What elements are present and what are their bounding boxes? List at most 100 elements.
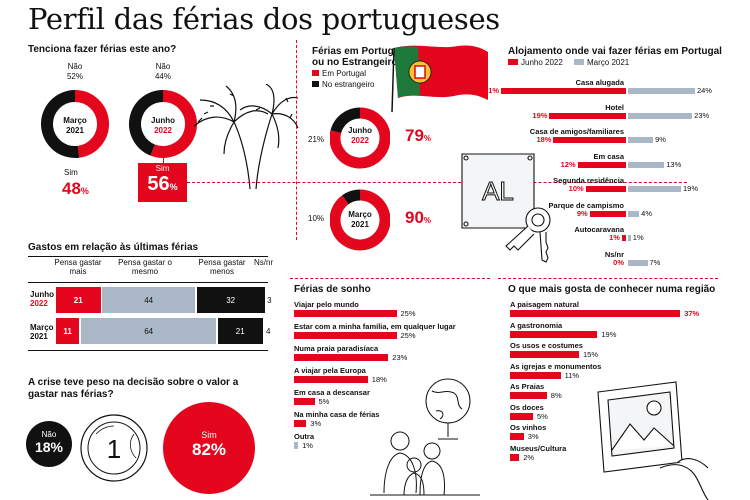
abroad-march-center-2: 2021 — [351, 220, 369, 229]
region-bar — [510, 412, 533, 420]
region-bar — [510, 392, 547, 399]
lodging-value-2022: 10% — [568, 184, 584, 193]
intend-june-no-value: 44% — [154, 72, 171, 81]
spend-bar-segment: 3 — [266, 287, 273, 313]
lodging-value-2021: 19% — [683, 184, 699, 193]
lodging-bar-2021 — [628, 210, 640, 217]
region-value: 11% — [564, 370, 580, 380]
spend-col-same: Pensa gastar o mesmo — [118, 258, 172, 276]
dream-value: 5% — [318, 397, 330, 406]
intend-march-no-label: Não — [67, 62, 83, 71]
region-top-rule — [498, 278, 718, 279]
dream-bar — [294, 442, 299, 449]
lodging-category-label: Segunda residência — [553, 176, 624, 185]
region-category-label: As igrejas e monumentos — [510, 361, 602, 371]
crisis-yes-value: 82% — [191, 440, 227, 459]
lodging-bar-2022 — [589, 210, 626, 217]
lodging-bar-2021 — [628, 88, 695, 94]
abroad-march-pt-value: 90% — [405, 208, 432, 227]
donut-segment-yes — [150, 90, 197, 158]
spend-title: Gastos em relação às últimas férias — [28, 242, 199, 253]
legend-swatch-portugal — [312, 70, 319, 76]
region-value: 8% — [550, 391, 562, 400]
spend-bar-segment: 21 — [218, 318, 263, 344]
donut-segment-yes — [74, 90, 109, 158]
dream-bar — [294, 420, 307, 427]
lodging-bar-2022 — [553, 137, 626, 143]
spend-row2-label2: 2021 — [30, 332, 48, 341]
spend-bar-segment: 32 — [196, 287, 265, 313]
lodging-value-2022: 9% — [576, 208, 588, 218]
region-value: 19% — [601, 329, 617, 339]
lodging-value-2021: 24% — [696, 86, 712, 95]
intend-june-pointer — [163, 148, 164, 163]
dream-bar — [294, 354, 389, 361]
abroad-question-line2: ou no Estrangeiro? — [312, 57, 404, 68]
intend-june-yes-label: Sim — [155, 164, 170, 173]
lodging-value-2022: 31% — [484, 86, 500, 95]
spend-bottom-rule — [28, 350, 268, 351]
dream-value: 1% — [302, 441, 313, 450]
abroad-june-pt-value: 79% — [405, 126, 432, 145]
intend-march-center-1: Março — [63, 116, 87, 125]
intend-march-yes-value: 48% — [62, 179, 89, 198]
spend-row2-label1: Março — [30, 323, 54, 332]
intend-june-yes-value: 56% — [147, 173, 178, 195]
portugal-flag-icon — [391, 45, 488, 112]
dream-category-label: A viajar pela Europa — [294, 366, 366, 375]
lodging-value-2021: 7% — [649, 257, 661, 267]
region-bar — [510, 433, 524, 440]
region-value: 37% — [684, 309, 700, 318]
region-bar — [510, 330, 598, 338]
lodging-bar-2021 — [628, 259, 648, 266]
dream-bar — [294, 310, 397, 317]
region-value: 2% — [523, 452, 535, 462]
donut-segment-no — [129, 90, 164, 156]
spend-bar-segment: 21 — [56, 287, 101, 313]
lodging-bar-2022 — [549, 112, 626, 119]
intend-march-yes-label: Sim — [64, 168, 78, 177]
spend-bar-segment: 11 — [56, 318, 80, 344]
crisis-no-label: Não — [41, 430, 57, 439]
spend-bar-segment: 4 — [264, 318, 273, 344]
spend-col-less: Pensa gastar menos — [198, 258, 246, 276]
lodging-category-label: Parque de campismo — [548, 200, 624, 210]
abroad-question-line1: Férias em Portugal — [312, 46, 403, 57]
lodging-category-label: Ns/nr — [604, 249, 624, 259]
dream-bar — [294, 332, 397, 339]
palm-trees-illustration — [193, 84, 299, 190]
page-title: Perfil das férias dos portugueses — [28, 2, 500, 36]
dream-title: Férias de sonho — [294, 284, 371, 295]
region-category-label: Os usos e costumes — [510, 341, 583, 350]
abroad-donut-june — [330, 107, 390, 169]
lodging-value-2022: 18% — [536, 135, 552, 144]
dream-bar — [294, 376, 368, 383]
region-value: 3% — [527, 432, 539, 441]
dream-category-label: Em casa a descansar — [294, 388, 370, 397]
dream-value: 25% — [400, 331, 416, 340]
lodging-value-2022: 12% — [560, 159, 576, 169]
abroad-donuts — [330, 107, 390, 251]
lodging-bar-2021 — [628, 186, 681, 192]
donut-segment-abroad — [330, 107, 361, 134]
lodging-category-label: Em casa — [593, 151, 624, 161]
lodging-value-2021: 9% — [655, 135, 666, 144]
lodging-category-label: Hotel — [605, 102, 624, 112]
lodging-bar-2021 — [628, 137, 654, 143]
lodging-value-2022: 0% — [613, 257, 624, 267]
abroad-june-value: 21% — [308, 135, 325, 144]
divider-vertical — [296, 40, 297, 240]
lodging-bar-2022 — [585, 186, 626, 192]
dream-category-label: Outra — [294, 432, 315, 441]
abroad-march-value: 10% — [308, 214, 325, 223]
legend-swatch-2022 — [508, 59, 518, 65]
intend-donut-june — [129, 90, 197, 158]
region-category-label: Os vinhos — [510, 423, 547, 432]
intend-june-yes-box: Sim 56% — [138, 163, 187, 202]
crisis-yes-circle: Sim 82% — [163, 402, 255, 494]
donut-segment-abroad — [342, 189, 361, 205]
lodging-bar-2022 — [621, 235, 626, 241]
abroad-march-center-1: Março — [348, 210, 372, 219]
intend-june-center-2: 2022 — [154, 126, 172, 135]
crisis-yes-label: Sim — [201, 430, 217, 440]
